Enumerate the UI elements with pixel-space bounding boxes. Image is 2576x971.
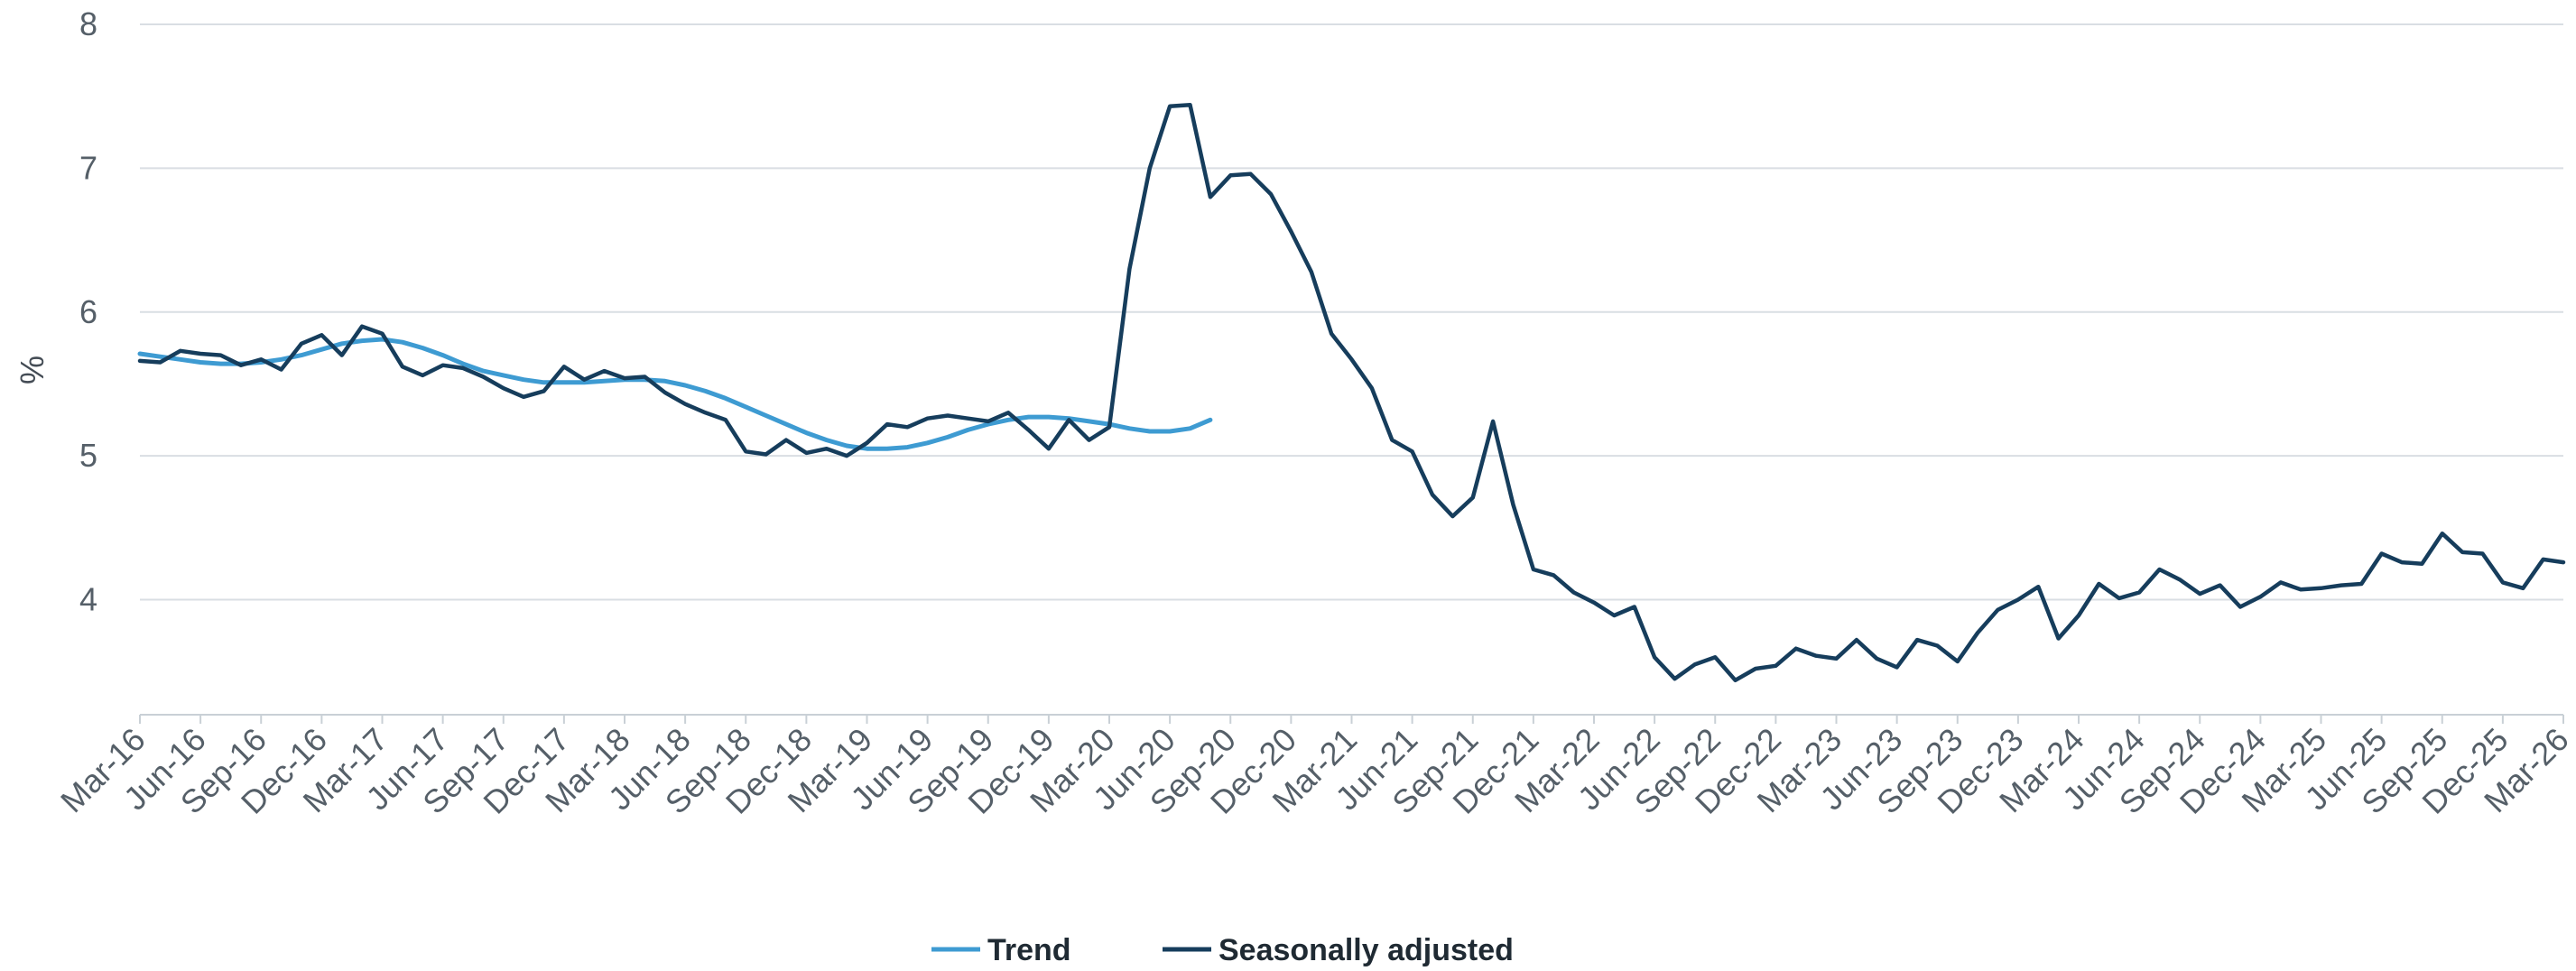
series-line-seasonally-adjusted xyxy=(137,102,2566,683)
legend: Trend Seasonally adjusted xyxy=(931,933,1514,967)
y-tick-label: 4 xyxy=(79,581,97,618)
legend-label-trend: Trend xyxy=(987,933,1071,967)
y-tick-label: 5 xyxy=(79,437,97,474)
y-tick-label: 8 xyxy=(79,5,97,42)
y-axis: 4 5 6 7 8 xyxy=(79,5,97,618)
series-line-trend xyxy=(137,337,1213,451)
y-axis-label: % xyxy=(14,356,51,384)
y-tick-label: 6 xyxy=(79,293,97,330)
legend-label-seasonally-adjusted: Seasonally adjusted xyxy=(1219,933,1514,967)
gridlines xyxy=(140,23,2563,601)
legend-item-seasonally-adjusted[interactable]: Seasonally adjusted xyxy=(1163,933,1514,967)
y-tick-label: 7 xyxy=(79,149,97,186)
x-axis: Mar-16Jun-16Sep-16Dec-16Mar-17Jun-17Sep-… xyxy=(53,715,2576,821)
series-lines xyxy=(137,102,2566,683)
legend-item-trend[interactable]: Trend xyxy=(931,933,1071,967)
